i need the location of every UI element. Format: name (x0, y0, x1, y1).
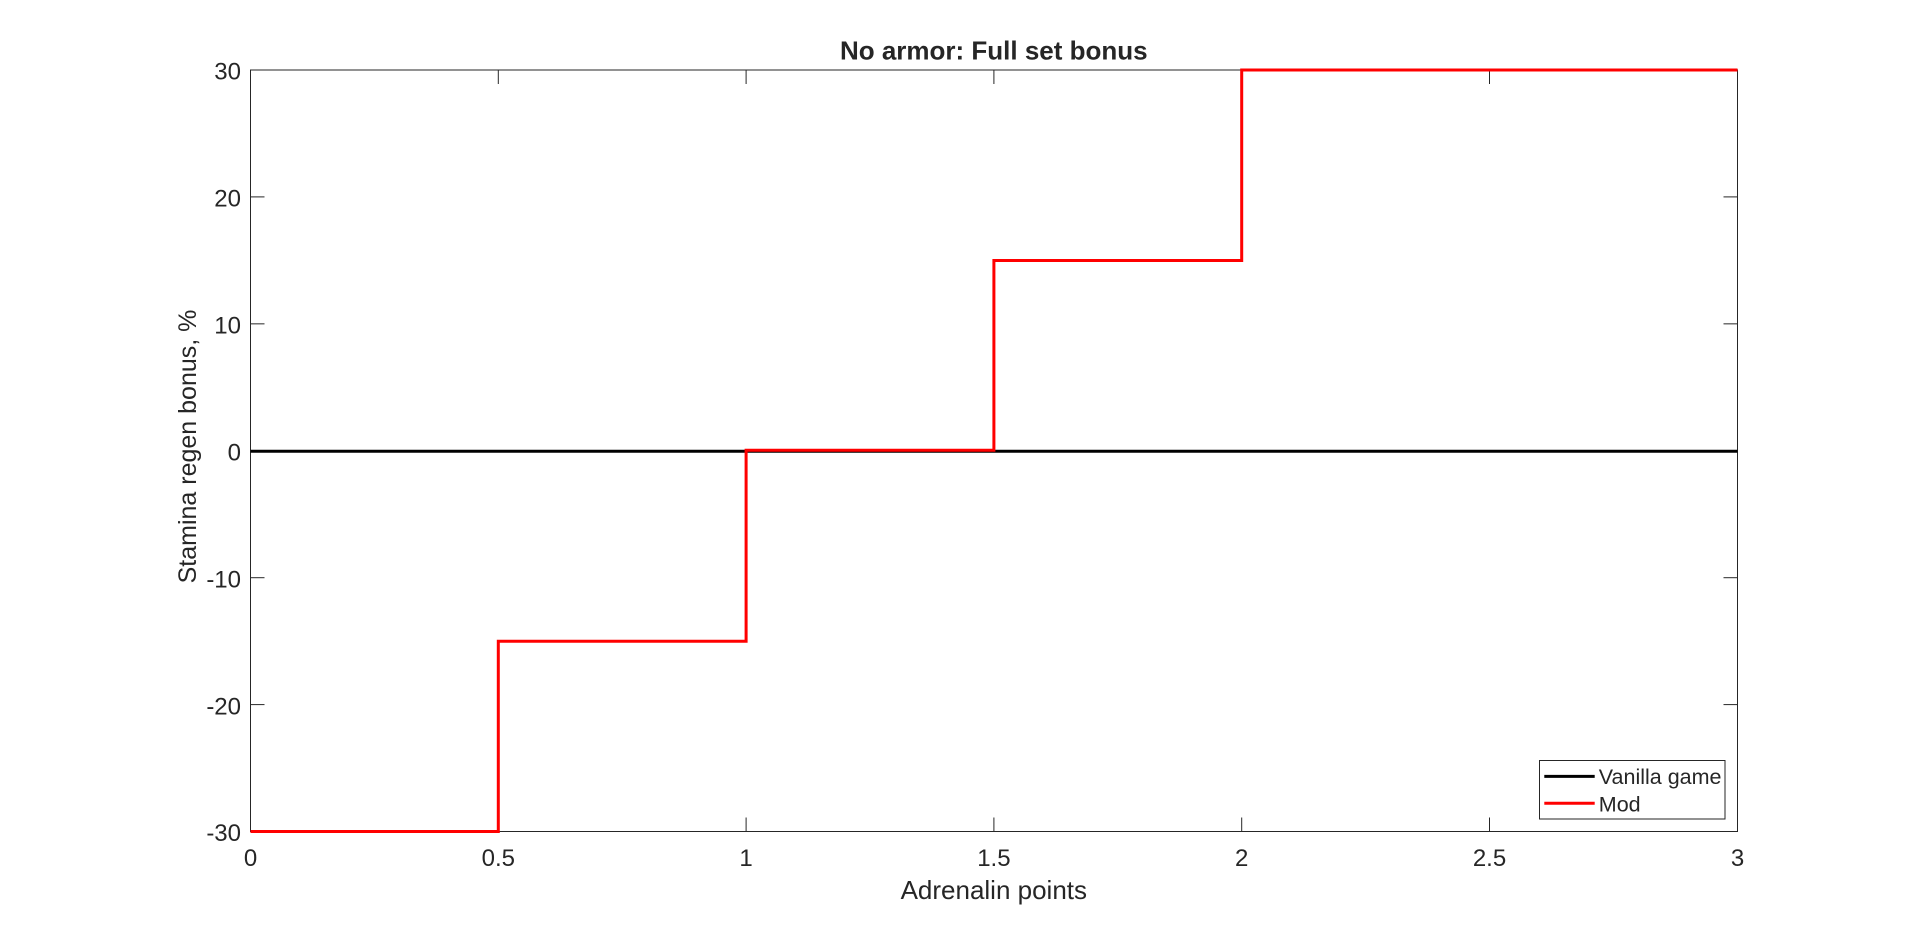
svg-text:2: 2 (1235, 845, 1248, 872)
svg-text:0: 0 (244, 845, 257, 872)
svg-text:0.5: 0.5 (482, 845, 515, 872)
svg-text:-30: -30 (206, 820, 241, 847)
svg-text:Vanilla game: Vanilla game (1599, 765, 1722, 789)
svg-text:Mod: Mod (1599, 793, 1641, 817)
svg-text:0: 0 (228, 439, 241, 466)
svg-text:20: 20 (214, 186, 241, 213)
svg-text:30: 30 (214, 59, 241, 86)
svg-text:-20: -20 (206, 693, 241, 720)
svg-text:Adrenalin points: Adrenalin points (901, 875, 1087, 905)
svg-text:1.5: 1.5 (977, 845, 1010, 872)
svg-text:No armor: Full set bonus: No armor: Full set bonus (840, 36, 1148, 66)
svg-text:10: 10 (214, 313, 241, 340)
svg-text:3: 3 (1731, 845, 1744, 872)
svg-text:-10: -10 (206, 566, 241, 593)
svg-text:Stamina regen bonus, %: Stamina regen bonus, % (174, 310, 202, 584)
svg-text:1: 1 (739, 845, 752, 872)
svg-text:2.5: 2.5 (1473, 845, 1506, 872)
